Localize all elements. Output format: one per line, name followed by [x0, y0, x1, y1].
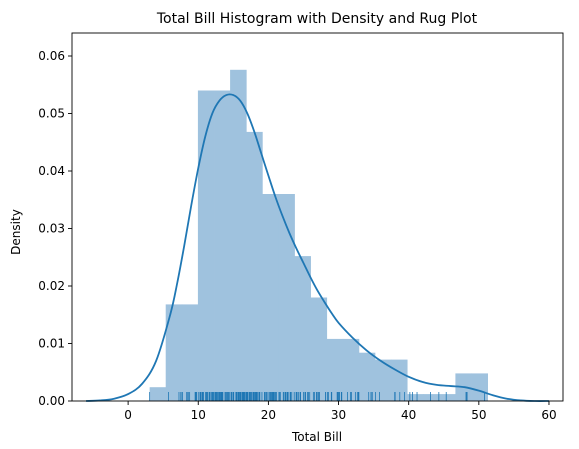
chart-title: Total Bill Histogram with Density and Ru…: [156, 11, 478, 27]
x-tick-label: 20: [261, 408, 276, 422]
y-axis-ticks: 0.00 0.01 0.02 0.03 0.04 0.05 0.06: [38, 49, 72, 408]
y-tick-label: 0.00: [38, 394, 65, 408]
histogram-bar-9: [294, 256, 311, 401]
x-tick-label: 30: [331, 408, 346, 422]
x-tick-label: 40: [401, 408, 416, 422]
x-axis-label: Total Bill: [291, 430, 342, 444]
y-tick-label: 0.06: [38, 49, 65, 63]
histogram-bar-6: [246, 131, 263, 401]
density-curve: [85, 93, 549, 402]
x-tick-label: 50: [471, 408, 486, 422]
histogram-bar-8: [278, 194, 295, 401]
histogram-bar-10: [310, 297, 328, 401]
y-tick-label: 0.01: [38, 337, 65, 351]
x-axis-ticks: 0 10 20 30 40 50 60: [124, 401, 557, 422]
histogram-bar-1: [165, 304, 183, 401]
x-tick-label: 0: [124, 408, 132, 422]
histogram-bar-14: [374, 359, 392, 401]
x-tick-label: 10: [191, 408, 206, 422]
histogram-bar-0: [149, 387, 167, 401]
axes-frame: [71, 32, 564, 402]
y-tick-label: 0.04: [38, 164, 65, 178]
axes-border: [71, 32, 564, 402]
histogram-bar-5: [230, 69, 247, 402]
histogram-bar-11: [326, 338, 344, 401]
histogram-bar-13: [358, 352, 376, 401]
x-tick-label: 60: [541, 408, 556, 422]
histogram-bar-4: [214, 90, 231, 401]
histogram-bar-3: [197, 90, 215, 401]
histogram-bar-7: [262, 194, 279, 401]
histogram-bar-20: [471, 373, 488, 401]
y-axis-label: Density: [9, 209, 23, 255]
histogram-bar-17: [423, 394, 440, 401]
y-tick-label: 0.03: [38, 222, 65, 236]
histogram-bar-12: [342, 338, 360, 401]
histogram-bars: [149, 69, 488, 402]
histogram-bar-15: [391, 359, 408, 401]
rug-ticks: [149, 392, 485, 401]
histogram-bar-18: [439, 394, 456, 401]
y-tick-label: 0.05: [38, 107, 65, 121]
y-tick-label: 0.02: [38, 279, 65, 293]
histogram-bar-16: [407, 394, 424, 401]
histogram-bar-2: [181, 304, 199, 401]
